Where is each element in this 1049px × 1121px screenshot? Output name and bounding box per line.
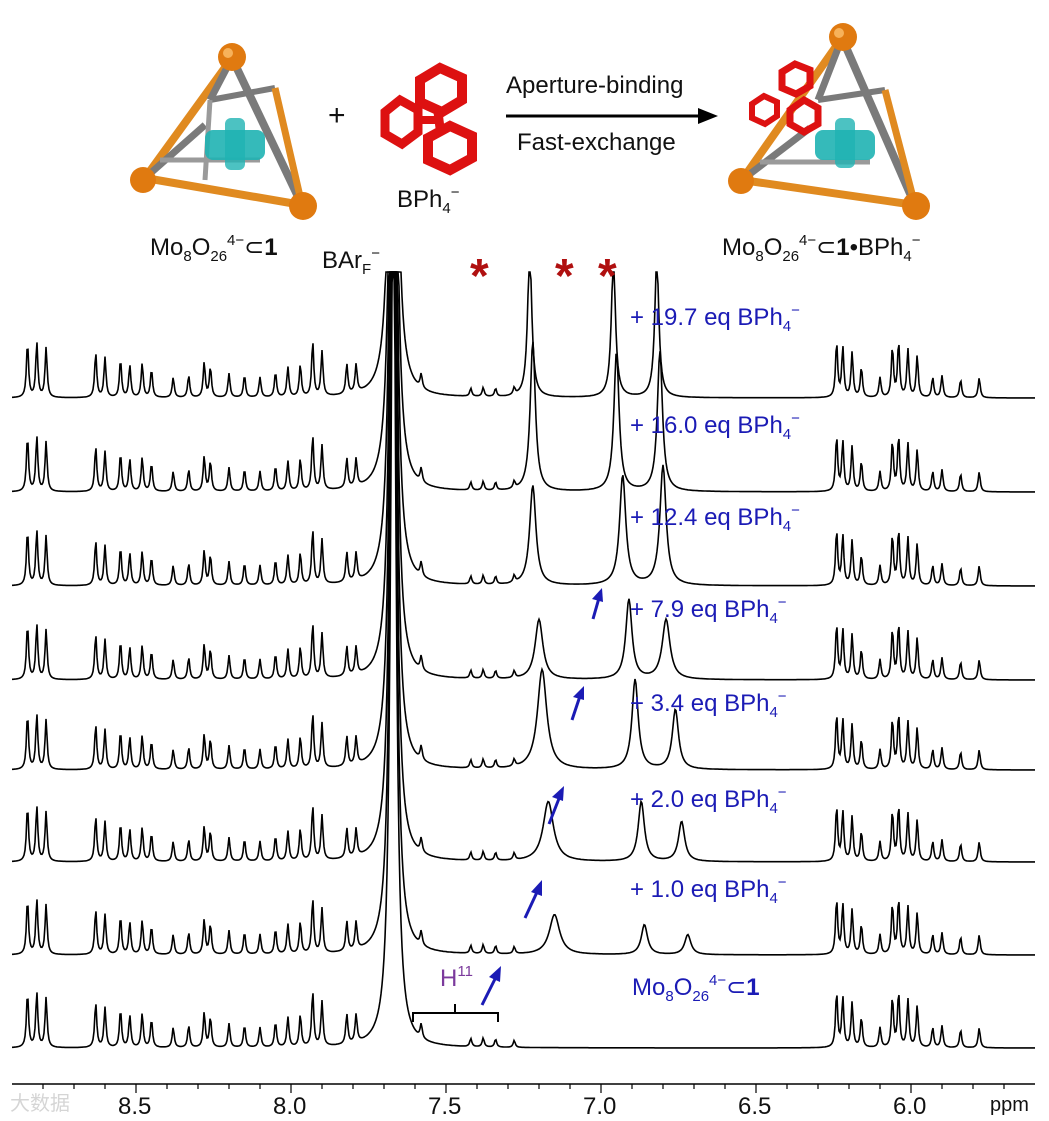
- arrow-up-icon: [480, 966, 501, 1006]
- x-axis-tick-label: 8.0: [273, 1093, 306, 1120]
- guest-peak-star: *: [598, 250, 617, 303]
- arrow-up-icon: [523, 880, 542, 919]
- trace-label: + 2.0 eq BPh4−: [630, 784, 787, 817]
- arrow-up-icon: [570, 686, 584, 721]
- arrow-bottom-label: Fast-exchange: [517, 129, 676, 156]
- arrow-up-icon: [547, 786, 564, 825]
- x-axis-tick-label: 8.5: [118, 1093, 151, 1120]
- x-axis-unit: ppm: [990, 1094, 1029, 1116]
- reaction-arrow-icon: [506, 108, 718, 124]
- trace-label: + 16.0 eq BPh4−: [630, 410, 800, 443]
- plus-sign: +: [328, 99, 346, 132]
- x-axis: 8.5 8.0 7.5 7.0 6.5 6.0: [12, 1083, 1035, 1120]
- trace-label: + 7.9 eq BPh4−: [630, 594, 787, 627]
- product-cage-icon: [728, 23, 930, 220]
- nmr-trace: [12, 271, 1035, 863]
- nmr-trace: [12, 271, 1035, 956]
- guest-peak-star: *: [470, 250, 489, 303]
- x-axis-tick-label: 7.0: [583, 1093, 616, 1120]
- trace-label-host: Mo8O264−⊂1: [632, 972, 760, 1005]
- host-label: Mo8O264−⊂1: [150, 232, 278, 265]
- x-axis-tick-label: 6.5: [738, 1093, 771, 1120]
- trace-labels: + 19.7 eq BPh4− + 16.0 eq BPh4− + 12.4 e…: [630, 302, 800, 1005]
- h11-bracket: H11: [412, 963, 499, 1022]
- watermark: 大数据: [10, 1092, 70, 1115]
- shift-arrows: [480, 588, 603, 1006]
- nmr-trace: [12, 271, 1035, 399]
- h11-label: H11: [440, 963, 473, 992]
- reaction-scheme: + BPh4− Aperture-binding Fast-exchange: [130, 23, 930, 265]
- product-label: Mo8O264−⊂1•BPh4−: [722, 232, 921, 265]
- nmr-trace: [12, 271, 1035, 587]
- bound-guest-icon: [749, 60, 822, 137]
- host-cage-icon: [130, 43, 317, 220]
- arrow-up-icon: [591, 588, 603, 620]
- trace-label: + 19.7 eq BPh4−: [630, 302, 800, 335]
- nmr-spectra: [12, 271, 1035, 1049]
- guest-bph4-icon: [380, 62, 477, 176]
- nmr-trace: [12, 271, 1035, 681]
- trace-label: + 1.0 eq BPh4−: [630, 874, 787, 907]
- x-axis-tick-label: 6.0: [893, 1093, 926, 1120]
- trace-label: + 3.4 eq BPh4−: [630, 688, 787, 721]
- nmr-trace: [12, 271, 1035, 1049]
- guest-peak-star: *: [555, 250, 574, 303]
- guest-inside-cage-icon: [205, 118, 265, 170]
- watermark-text: 大数据: [10, 1092, 70, 1115]
- reference-peak-label: BArF−: [322, 245, 380, 278]
- guest-label: BPh4−: [397, 184, 460, 217]
- nmr-trace: [12, 271, 1035, 771]
- arrow-top-label: Aperture-binding: [506, 72, 683, 99]
- x-axis-tick-label: 7.5: [428, 1093, 461, 1120]
- nmr-trace: [12, 271, 1035, 493]
- trace-label: + 12.4 eq BPh4−: [630, 502, 800, 535]
